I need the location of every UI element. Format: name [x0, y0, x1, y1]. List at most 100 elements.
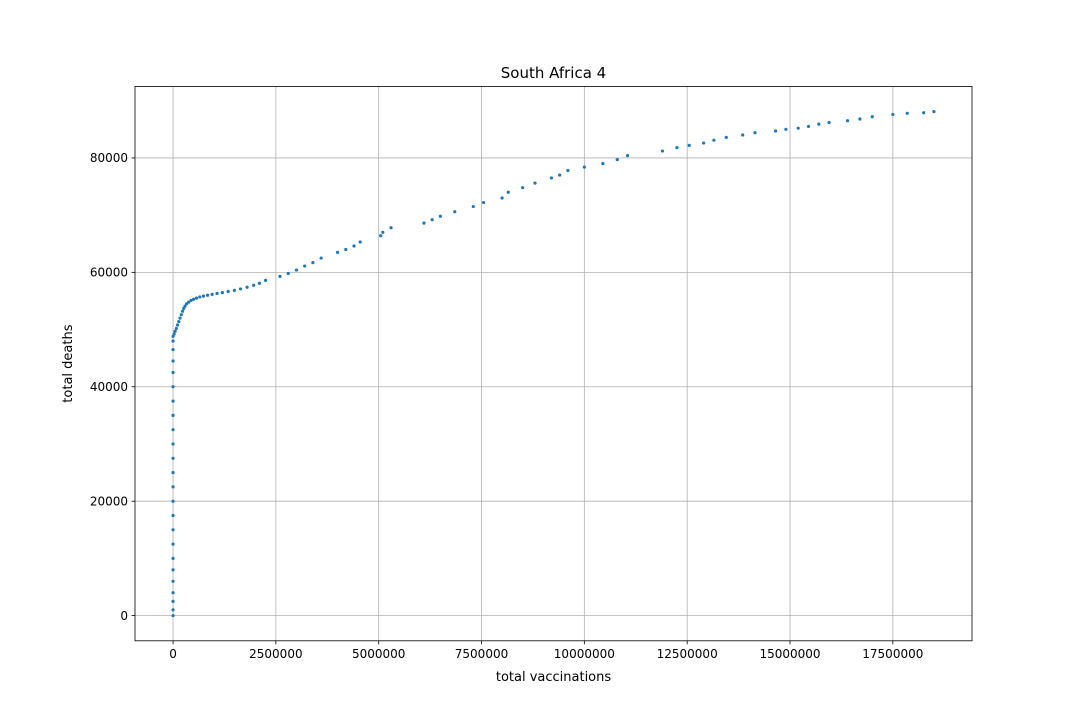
data-point: [724, 135, 728, 139]
data-point: [171, 399, 175, 403]
x-tick-label: 7500000: [455, 647, 508, 661]
y-tick-label: 80000: [90, 151, 128, 165]
data-point: [601, 162, 605, 166]
data-point: [172, 332, 176, 336]
data-point: [845, 119, 850, 123]
data-point: [566, 168, 570, 173]
data-point: [220, 291, 225, 295]
data-point: [171, 442, 175, 446]
data-point: [263, 278, 268, 282]
data-point: [615, 158, 619, 162]
data-point: [753, 131, 757, 135]
chart-title: South Africa 4: [501, 64, 606, 82]
grid-lines: [135, 86, 972, 641]
data-point: [175, 323, 180, 327]
data-point: [180, 309, 185, 313]
x-tick-label: 0: [169, 647, 177, 661]
data-point: [741, 133, 745, 137]
data-point: [257, 281, 262, 285]
data-point: [171, 528, 175, 532]
data-point: [319, 256, 323, 260]
data-point: [171, 347, 175, 352]
data-point: [226, 289, 230, 294]
data-point: [817, 122, 821, 126]
data-point: [381, 230, 385, 234]
y-tick-label: 0: [120, 609, 128, 623]
data-point: [198, 295, 202, 299]
data-point: [171, 599, 175, 603]
data-point: [171, 456, 175, 460]
data-point: [379, 234, 383, 238]
data-point: [171, 556, 175, 561]
plot-frame: [134, 86, 973, 642]
data-point: [171, 359, 175, 363]
data-point: [905, 111, 909, 115]
plot-area: [135, 86, 972, 641]
data-point: [173, 329, 177, 333]
data-point: [252, 283, 256, 287]
data-point: [171, 614, 175, 618]
data-point: [171, 568, 175, 572]
data-point: [358, 240, 362, 244]
data-point: [171, 428, 175, 432]
x-axis-ticks: 0 2500000 5000000 7500000 10000000 12500000 15…: [169, 640, 923, 661]
data-point: [286, 271, 290, 276]
data-point: [335, 250, 340, 254]
data-point: [245, 285, 249, 289]
y-axis-ticks: 0 20000 40000 60000 80000: [90, 151, 135, 623]
data-point: [352, 244, 356, 248]
data-point: [171, 542, 175, 546]
data-point: [430, 218, 434, 222]
data-point: [171, 413, 175, 417]
data-point: [558, 173, 562, 177]
y-axis-label: total deaths: [61, 324, 76, 402]
data-point: [687, 143, 691, 147]
data-point: [344, 247, 348, 252]
data-point: [500, 196, 504, 200]
data-point: [891, 112, 895, 117]
data-point: [806, 124, 811, 129]
data-point: [784, 127, 788, 131]
data-point: [171, 339, 175, 343]
data-point: [438, 214, 442, 218]
data-point: [278, 274, 282, 278]
data-point: [712, 138, 716, 142]
data-point: [215, 291, 219, 296]
data-point: [178, 316, 182, 320]
data-point: [183, 304, 187, 308]
x-tick-label: 12500000: [657, 647, 718, 661]
data-point: [702, 141, 706, 145]
data-point: [675, 146, 679, 150]
data-point: [549, 176, 554, 180]
data-point: [171, 485, 175, 489]
data-point: [238, 287, 243, 291]
data-point: [294, 268, 299, 272]
x-tick-label: 5000000: [352, 647, 405, 661]
data-point: [171, 608, 175, 612]
data-point: [171, 470, 175, 475]
x-tick-label: 17500000: [862, 647, 923, 661]
data-point: [171, 385, 175, 389]
data-point: [174, 326, 178, 331]
y-tick-label: 20000: [90, 494, 128, 508]
data-point: [422, 221, 426, 225]
x-tick-label: 10000000: [554, 647, 615, 661]
data-points: [171, 109, 936, 618]
data-point: [774, 129, 778, 133]
x-tick-label: 15000000: [759, 647, 820, 661]
data-point: [171, 579, 175, 583]
data-point: [201, 294, 206, 298]
data-point: [311, 261, 315, 265]
data-point: [660, 149, 665, 153]
data-point: [171, 499, 175, 503]
data-point: [870, 115, 874, 119]
data-point: [796, 126, 800, 130]
data-point: [582, 165, 586, 169]
data-point: [389, 226, 393, 230]
data-point: [858, 117, 862, 121]
data-point: [205, 293, 210, 297]
data-point: [192, 297, 196, 301]
data-point: [189, 298, 193, 302]
data-point: [827, 120, 831, 125]
